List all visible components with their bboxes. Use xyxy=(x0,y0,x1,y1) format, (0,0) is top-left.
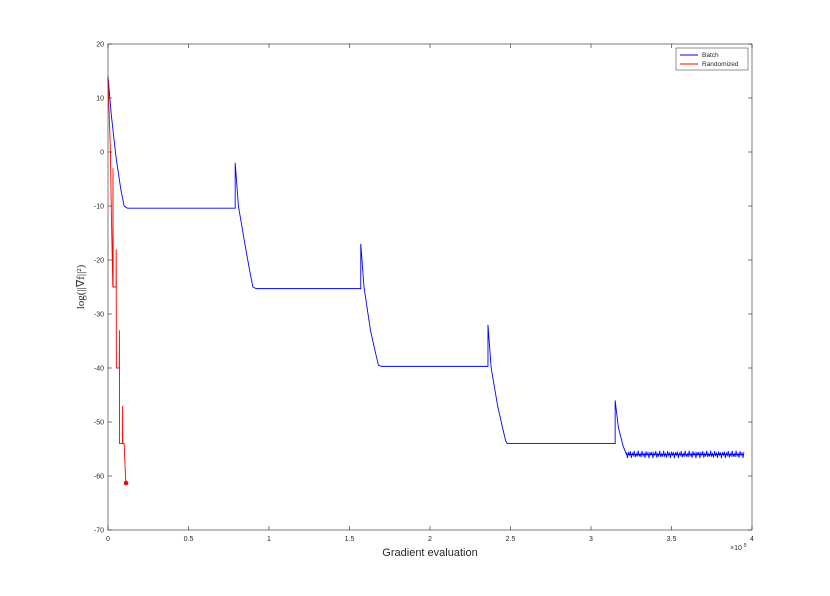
y-tick-label: 10 xyxy=(96,96,104,103)
x-tick-label: 3 xyxy=(589,536,593,543)
x-tick-label: 2.5 xyxy=(506,536,516,543)
y-tick-label: -30 xyxy=(94,312,104,319)
ticks-layer: 0 0.5 1 1.5 2 2.5 3 3.5 4 20 10 0 -10 -20 -30 -40 -50 -60… xyxy=(94,42,754,544)
series-layer xyxy=(107,76,745,486)
series-line-batch xyxy=(107,76,744,455)
x-tick-label: 4 xyxy=(750,536,754,543)
x-tick-label: 0.5 xyxy=(184,536,194,543)
y-tick-label: -60 xyxy=(94,474,104,481)
x-axis-multiplier-base: ×10 xyxy=(730,545,742,552)
x-axis-multiplier: ×10 5 xyxy=(730,543,747,552)
y-tick-label: -70 xyxy=(94,528,104,535)
end-marker xyxy=(123,480,129,486)
x-tick-label: 1.5 xyxy=(345,536,355,543)
x-axis-label: Gradient evaluation xyxy=(382,547,477,559)
x-tick-label: 1 xyxy=(267,536,271,543)
legend-label: Batch xyxy=(702,52,719,59)
axes-box xyxy=(107,43,753,531)
x-tick-label: 3.5 xyxy=(667,536,677,543)
x-tick-label: 2 xyxy=(428,536,432,543)
x-axis-multiplier-exponent: 5 xyxy=(744,543,747,549)
series-line-randomized xyxy=(107,76,127,482)
legend: Batch Randomized xyxy=(675,47,749,71)
series-line-batch-noise xyxy=(626,450,745,459)
legend-label: Randomized xyxy=(702,61,739,68)
y-tick-label: -10 xyxy=(94,204,104,211)
y-tick-label: 0 xyxy=(100,150,104,157)
y-tick-label: 20 xyxy=(96,42,104,49)
legend-box xyxy=(675,47,749,71)
y-tick-label: -50 xyxy=(94,420,104,427)
y-tick-label: -40 xyxy=(94,366,104,373)
y-tick-label: -20 xyxy=(94,258,104,265)
y-axis-label: log(||∇f||²) xyxy=(75,264,87,309)
x-tick-label: 0 xyxy=(106,536,110,543)
